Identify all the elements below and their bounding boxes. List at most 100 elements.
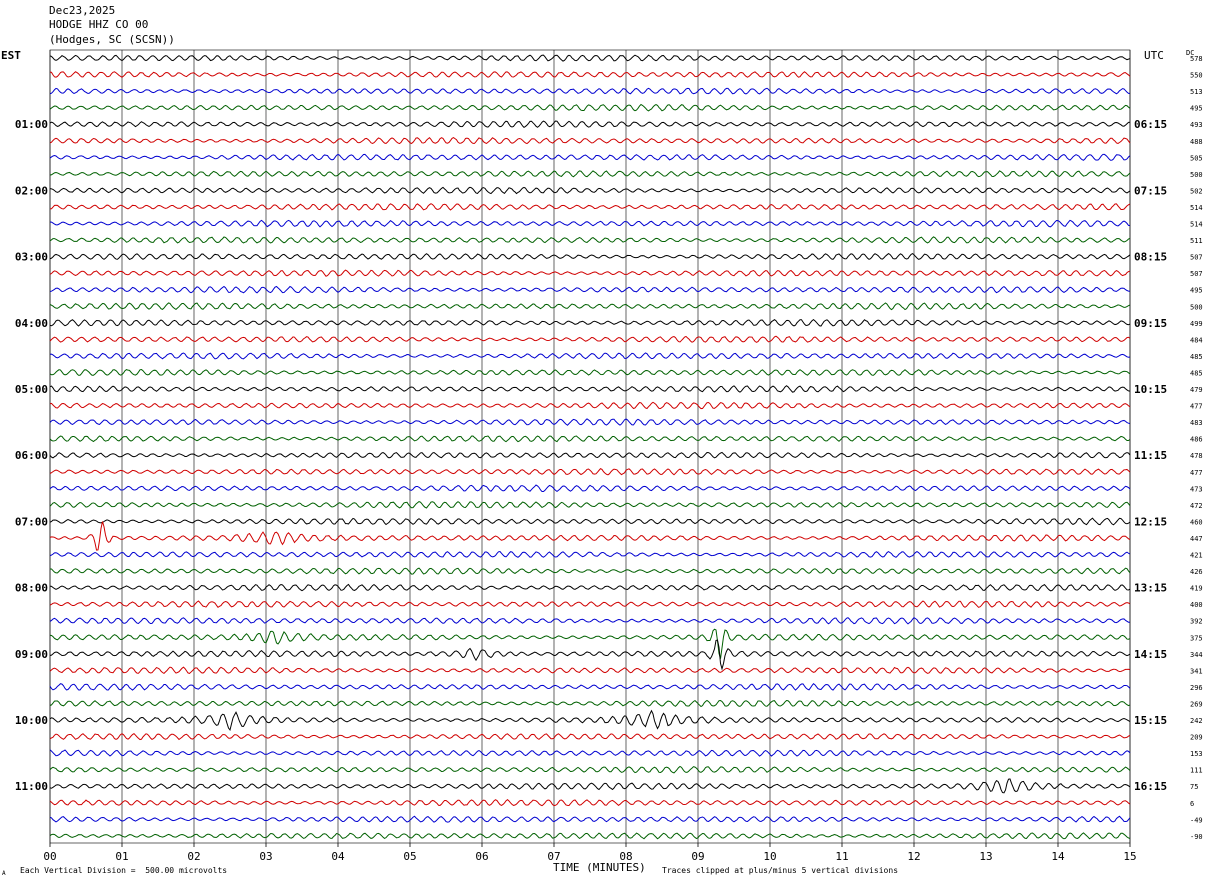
- trace-3: [49, 103, 1131, 112]
- x-tick-label-02: 02: [187, 850, 200, 863]
- trace-37: [49, 666, 1131, 675]
- dc-offset-labels: 578 550 513 495 493 488 505 500 502 514 514 511 507 5…: [1190, 55, 1203, 841]
- x-tick-label-03: 03: [259, 850, 272, 863]
- dc-offset-1: 550: [1190, 72, 1203, 80]
- right-hour-label-2: 08:15: [1134, 251, 1167, 264]
- right-hour-label-6: 12:15: [1134, 515, 1167, 528]
- dc-offset-3: 495: [1190, 105, 1203, 113]
- dc-offset-31: 426: [1190, 568, 1203, 576]
- dc-offset-28: 460: [1190, 518, 1203, 526]
- x-tick-label-08: 08: [619, 850, 632, 863]
- left-hour-label-2: 03:00: [15, 251, 48, 264]
- right-hour-label-8: 14:15: [1134, 648, 1167, 661]
- trace-23: [49, 435, 1131, 443]
- dc-offset-33: 400: [1190, 601, 1203, 609]
- trace-0: [49, 54, 1131, 62]
- dc-offset-15: 500: [1190, 303, 1203, 311]
- trace-8: [49, 186, 1131, 195]
- trace-19: [49, 369, 1131, 376]
- trace-13: [49, 269, 1131, 277]
- trace-28: [49, 517, 1131, 526]
- dc-offset-20: 479: [1190, 386, 1203, 394]
- left-hour-label-0: 01:00: [15, 118, 48, 131]
- x-tick-label-13: 13: [979, 850, 992, 863]
- left-zone-label: EST: [1, 49, 21, 62]
- trace-29: [49, 521, 1131, 551]
- dc-offset-26: 473: [1190, 485, 1203, 493]
- trace-5: [49, 136, 1131, 145]
- dc-label: DC: [1186, 49, 1195, 57]
- trace-39: [49, 699, 1131, 708]
- dc-offset-5: 488: [1190, 138, 1203, 146]
- x-tick-label-06: 06: [475, 850, 488, 863]
- dc-offset-46: -49: [1190, 816, 1203, 824]
- dc-offset-12: 507: [1190, 254, 1203, 262]
- trace-38: [49, 683, 1131, 691]
- trace-21: [49, 401, 1131, 410]
- trace-1: [49, 71, 1131, 78]
- left-hour-label-8: 09:00: [15, 648, 48, 661]
- left-hour-label-5: 06:00: [15, 449, 48, 462]
- dc-offset-41: 209: [1190, 734, 1203, 742]
- corner-mark: A: [2, 870, 6, 877]
- dc-offset-8: 502: [1190, 187, 1203, 195]
- trace-17: [49, 335, 1131, 343]
- x-tick-label-10: 10: [763, 850, 776, 863]
- right-hour-label-9: 15:15: [1134, 714, 1167, 727]
- dc-offset-6: 505: [1190, 154, 1203, 162]
- dc-offset-14: 495: [1190, 287, 1203, 295]
- dc-offset-42: 153: [1190, 750, 1203, 758]
- dc-offset-0: 578: [1190, 55, 1203, 63]
- x-tick-label-07: 07: [547, 850, 560, 863]
- right-hour-label-10: 16:15: [1134, 780, 1167, 793]
- x-tick-label-05: 05: [403, 850, 416, 863]
- trace-30: [49, 550, 1131, 558]
- x-tick-label-15: 15: [1123, 850, 1136, 863]
- trace-36: [49, 639, 1131, 671]
- trace-12: [49, 253, 1131, 260]
- plot-frame: [49, 49, 1131, 844]
- trace-34: [49, 617, 1131, 625]
- header-station: HODGE HHZ CO 00: [49, 18, 149, 31]
- trace-7: [49, 170, 1131, 178]
- right-hour-labels: 06:15 07:15 08:15 09:15 10:15 11:15 12:15 13:15…: [1134, 118, 1167, 793]
- x-tick-label-00: 00: [43, 850, 56, 863]
- dc-offset-39: 269: [1190, 700, 1203, 708]
- trace-25: [49, 468, 1131, 476]
- trace-26: [49, 484, 1131, 493]
- dc-offset-13: 507: [1190, 270, 1203, 278]
- x-tick-label-12: 12: [907, 850, 920, 863]
- x-tick-label-09: 09: [691, 850, 704, 863]
- trace-35: [49, 628, 1131, 659]
- dc-offset-2: 513: [1190, 88, 1203, 96]
- dc-offset-25: 477: [1190, 469, 1203, 477]
- trace-20: [49, 385, 1131, 393]
- scale-note: Each Vertical Division = 500.00 microvol…: [20, 866, 228, 875]
- dc-offset-40: 242: [1190, 717, 1203, 725]
- header-location: (Hodges, SC (SCSN)): [49, 33, 175, 46]
- dc-offset-30: 421: [1190, 552, 1203, 560]
- left-hour-label-9: 10:00: [15, 714, 48, 727]
- trace-6: [49, 153, 1131, 161]
- trace-11: [49, 236, 1131, 244]
- dc-offset-22: 483: [1190, 419, 1203, 427]
- trace-47: [49, 832, 1131, 840]
- trace-33: [49, 600, 1131, 608]
- dc-offset-37: 341: [1190, 667, 1203, 675]
- left-hour-label-1: 02:00: [15, 184, 48, 197]
- trace-27: [49, 501, 1131, 509]
- left-hour-label-6: 07:00: [15, 515, 48, 528]
- dc-offset-44: 75: [1190, 783, 1198, 791]
- dc-offset-18: 485: [1190, 353, 1203, 361]
- trace-9: [49, 203, 1131, 211]
- dc-offset-24: 478: [1190, 452, 1203, 460]
- trace-43: [49, 765, 1131, 774]
- trace-4: [49, 120, 1131, 129]
- x-tick-group: 00 01 02 03 04 05 06 07 08 09 10 11 12 13 14 15: [43, 843, 1137, 863]
- trace-24: [49, 451, 1131, 459]
- grid-lines: [49, 49, 1131, 844]
- left-hour-label-4: 05:00: [15, 383, 48, 396]
- trace-2: [49, 87, 1131, 95]
- right-hour-label-0: 06:15: [1134, 118, 1167, 131]
